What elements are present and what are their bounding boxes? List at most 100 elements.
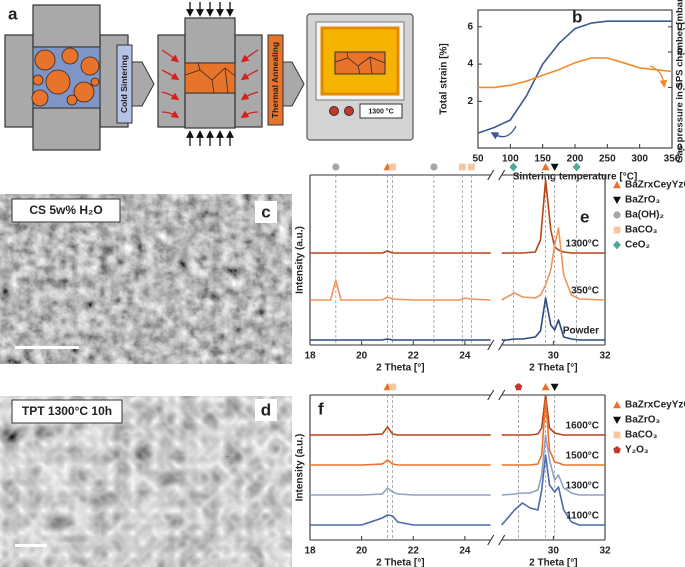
x-tick-label: 18 xyxy=(304,546,316,557)
particle xyxy=(31,89,49,107)
panel-label: d xyxy=(261,400,271,419)
die-side xyxy=(4,34,34,128)
phase-marker xyxy=(541,383,550,391)
x-tick-label: 50 xyxy=(472,154,484,165)
y2-tick-label: 0.4 xyxy=(677,82,685,93)
phase-marker xyxy=(613,446,621,454)
series-label: 350°C xyxy=(571,286,599,297)
sample xyxy=(334,51,386,75)
series-label: 1500°C xyxy=(566,451,599,462)
data-line xyxy=(310,179,605,254)
particles xyxy=(31,47,100,107)
panel-label: a xyxy=(8,4,18,23)
axis-break xyxy=(487,534,495,546)
schematic: Cold Sintering Thermal Annealing 1300 °C… xyxy=(4,2,414,151)
particle xyxy=(90,77,100,87)
x-tick-label: 30 xyxy=(548,546,560,557)
phase-marker xyxy=(613,196,621,204)
step-arrow xyxy=(129,61,155,107)
legend-label: BaZrO₃ xyxy=(625,415,661,426)
data-line xyxy=(310,454,605,526)
panel-label: f xyxy=(318,399,324,418)
axis-break xyxy=(498,339,506,351)
x-tick-label: 200 xyxy=(567,154,584,165)
x-tick-label: 100 xyxy=(502,154,519,165)
x-tick-label: 30 xyxy=(548,351,560,362)
axis-break xyxy=(498,534,506,546)
series-label: Powder xyxy=(563,326,599,337)
axis-break xyxy=(487,169,495,181)
axis-break xyxy=(487,389,495,401)
axis-break xyxy=(487,339,495,351)
caption-box xyxy=(11,399,123,424)
step-tag xyxy=(267,34,284,126)
x-tick-label: 18 xyxy=(304,351,316,362)
caption: TPT 1300°C 10h xyxy=(22,404,112,418)
x-tick-label: 32 xyxy=(599,546,611,557)
y2-axis-title: Gas pressure in SPS chamber [mbar] xyxy=(675,0,685,163)
button xyxy=(329,106,339,116)
x-axis-title: Sintering temperature [°C] xyxy=(513,172,638,183)
panel-label: e xyxy=(580,207,589,226)
particle xyxy=(45,69,71,95)
step-arrow xyxy=(280,61,305,107)
y-axis-title: Intensity (a.u.) xyxy=(295,434,306,502)
axis-pointer xyxy=(490,125,517,140)
phase-marker xyxy=(541,163,550,171)
button xyxy=(344,106,354,116)
y-axis-title: Intensity (a.u.) xyxy=(295,226,306,294)
x-axis-title: 2 Theta [°] xyxy=(529,363,577,374)
phase-marker xyxy=(550,383,559,391)
x-axis-title: 2 Theta [°] xyxy=(376,558,424,567)
x-tick-label: 150 xyxy=(534,154,551,165)
sem-image xyxy=(0,396,292,567)
phase-marker xyxy=(389,163,397,171)
legend-label: Y₂O₃ xyxy=(625,445,649,456)
legend-label: Ba(OH)₂ xyxy=(625,210,664,221)
scale-bar xyxy=(15,544,47,547)
caption-box xyxy=(11,198,121,223)
display xyxy=(359,103,403,119)
series-label: 1100°C xyxy=(566,511,599,522)
legend-label: BaCO₃ xyxy=(625,225,658,236)
panel-label: b xyxy=(572,7,582,26)
grain-boundaries xyxy=(334,51,386,75)
micrograph: TPT 1300°C 10h d xyxy=(0,396,292,567)
phase-marker xyxy=(332,163,340,171)
series-label: 1600°C xyxy=(566,421,599,432)
arrow xyxy=(241,49,259,63)
data-line xyxy=(310,227,606,301)
scale-bar xyxy=(15,346,79,349)
panel-label: c xyxy=(261,202,270,221)
grain-boundaries xyxy=(184,62,236,94)
plot-frame xyxy=(477,9,673,149)
arrow xyxy=(161,69,180,81)
y-tick-label: 6 xyxy=(467,21,473,32)
data-line xyxy=(477,20,672,134)
phase-marker xyxy=(458,163,466,171)
phase-marker xyxy=(389,383,397,391)
legend-label: BaZrxCeyYzO3 xyxy=(625,180,685,191)
arrow xyxy=(240,69,259,81)
series-label: 1300°C xyxy=(566,239,599,250)
y-axis-title: Total strain [%] xyxy=(439,43,450,114)
caption: CS 5w% H₂O xyxy=(29,203,102,217)
phase-marker xyxy=(572,162,581,172)
arrow xyxy=(161,110,180,119)
x-tick-label: 350 xyxy=(664,154,681,165)
data-line xyxy=(310,297,605,341)
label-box xyxy=(255,201,277,223)
particle xyxy=(61,47,79,65)
axis-break xyxy=(498,169,506,181)
x-tick-label: 20 xyxy=(356,546,368,557)
punch xyxy=(184,17,236,64)
x-axis-title: 2 Theta [°] xyxy=(529,558,577,567)
phase-marker xyxy=(613,401,621,409)
phase-marker xyxy=(613,226,621,234)
particle xyxy=(73,81,95,103)
punch xyxy=(184,92,236,129)
step-label: Cold Sintering xyxy=(119,55,129,113)
label-box xyxy=(255,399,277,421)
